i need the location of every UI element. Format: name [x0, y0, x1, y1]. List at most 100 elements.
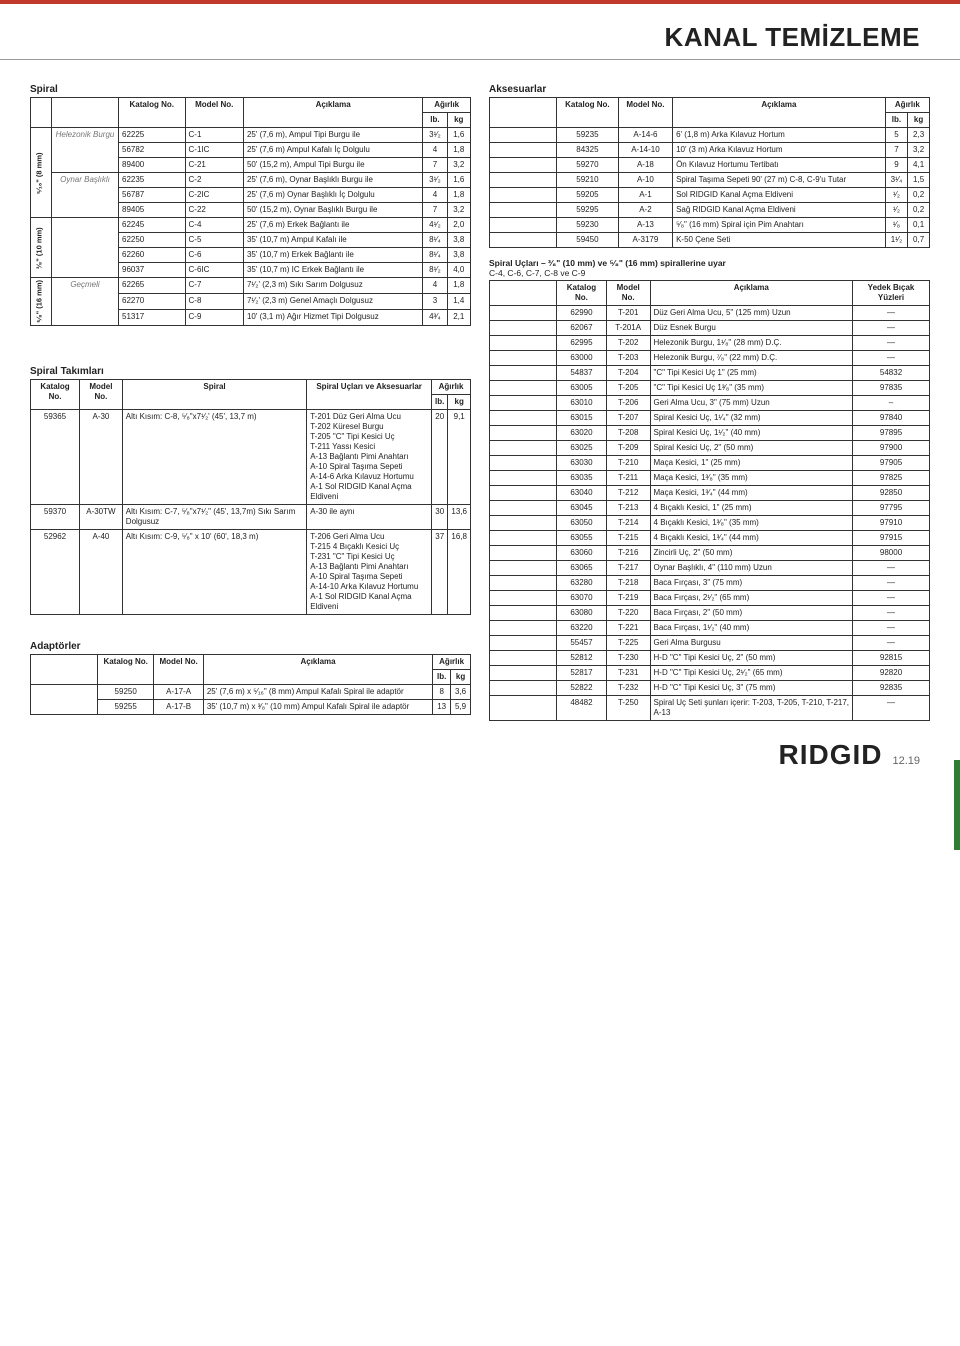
ak-kg: kg — [908, 113, 930, 128]
cell: T-213 — [606, 501, 650, 516]
cell: T-212 — [606, 486, 650, 501]
table-row: 48482T-250Spiral Uç Seti şunları içerir:… — [490, 696, 930, 721]
cell: 6' (1,8 m) Arka Kılavuz Hortum — [673, 128, 886, 143]
cell: 63065 — [557, 561, 607, 576]
cell: 48482 — [557, 696, 607, 721]
cell: A-30TW — [80, 504, 123, 529]
cell: 63055 — [557, 531, 607, 546]
cell: 25' (7,6 m) Oynar Başlıklı İç Dolgulu — [243, 188, 422, 203]
cell: Oynar Başlıklı, 4" (110 mm) Uzun — [650, 561, 853, 576]
cell: 63045 — [557, 501, 607, 516]
table-row: ⁵⁄₁₆" (8 mm)Helezonik Burgu62225C-125' (… — [31, 128, 471, 143]
cell: 96037 — [119, 263, 186, 278]
cell: 97895 — [853, 426, 930, 441]
cell: T-217 — [606, 561, 650, 576]
cell: A-18 — [618, 158, 672, 173]
table-row: 63055T-2154 Bıçaklı Kesici, 1³⁄₄" (44 mm… — [490, 531, 930, 546]
table-row: 63040T-212Maça Kesici, 1³⁄₄" (44 mm)9285… — [490, 486, 930, 501]
cell: C-22 — [185, 203, 243, 218]
cell: ⁵⁄₈" (16 mm) Spiral için Pim Anahtarı — [673, 218, 886, 233]
cell: 62245 — [119, 218, 186, 233]
cell: 2,0 — [447, 218, 470, 233]
cell: 25' (7,6 m) x ⁵⁄₁₆" (8 mm) Ampul Kafalı … — [203, 684, 432, 699]
cell: 3,2 — [447, 203, 470, 218]
table-row: ³⁄₈" (10 mm)62245C-425' (7,6 m) Erkek Ba… — [31, 218, 471, 233]
cell: Spiral Kesici Uç, 2" (50 mm) — [650, 441, 853, 456]
cell: 1,6 — [447, 173, 470, 188]
cell: 20 — [432, 409, 448, 504]
product-image — [490, 441, 557, 456]
cell: A-30 ile aynı — [307, 504, 432, 529]
tk-lb: lb. — [432, 394, 448, 409]
table-row: 54837T-204"C" Tipi Kesici Uç 1" (25 mm)5… — [490, 366, 930, 381]
cell: Altı Kısım: C-9, ⁵⁄₈" x 10' (60', 18,3 m… — [122, 529, 306, 614]
cell: 97900 — [853, 441, 930, 456]
aksesuarlar-title: Aksesuarlar — [489, 84, 930, 95]
product-image — [31, 684, 98, 714]
product-image — [490, 636, 557, 651]
product-image — [490, 486, 557, 501]
cell: A-40 — [80, 529, 123, 614]
tk-agirlik: Ağırlık — [432, 379, 471, 394]
cell: 0,1 — [908, 218, 930, 233]
cell: T-214 — [606, 516, 650, 531]
product-image — [490, 203, 557, 218]
th-kg: kg — [447, 113, 470, 128]
cell: T-215 — [606, 531, 650, 546]
cell: 92815 — [853, 651, 930, 666]
cell: 97905 — [853, 456, 930, 471]
uc-aciklama: Açıklama — [650, 281, 853, 306]
cell: 50' (15,2 m), Ampul Tipi Burgu ile — [243, 158, 422, 173]
product-image — [490, 531, 557, 546]
left-column: Spiral Katalog No. Model No. Açıklama Ağ… — [30, 78, 471, 721]
cell: 16,8 — [448, 529, 471, 614]
cell: 10' (3,1 m) Ağır Hizmet Tipi Dolgusuz — [243, 309, 422, 325]
cell: Maça Kesici, 1³⁄₈" (35 mm) — [650, 471, 853, 486]
cell: 7¹⁄₂' (2,3 m) Sıkı Sarım Dolgusuz — [243, 278, 422, 294]
cell: 4 Bıçaklı Kesici, 1³⁄₄" (44 mm) — [650, 531, 853, 546]
cell: C-6IC — [185, 263, 243, 278]
cell: 7 — [885, 143, 907, 158]
tk-katalog: Katalog No. — [31, 379, 80, 409]
table-row: 63220T-221Baca Fırçası, 1¹⁄₂" (40 mm)— — [490, 621, 930, 636]
table-row: 63025T-209Spiral Kesici Uç, 2" (50 mm)97… — [490, 441, 930, 456]
cell: Geri Alma Burgusu — [650, 636, 853, 651]
cell: C-1 — [185, 128, 243, 143]
table-row: 59365A-30Altı Kısım: C-8, ⁵⁄₈"x7¹⁄₂' (45… — [31, 409, 471, 504]
product-image — [490, 501, 557, 516]
cell: T-211 — [606, 471, 650, 486]
cell: 3,8 — [447, 248, 470, 263]
table-row: 63070T-219Baca Fırçası, 2¹⁄₂" (65 mm)— — [490, 591, 930, 606]
cell: T-206 — [606, 396, 650, 411]
product-image — [490, 366, 557, 381]
cell: 52812 — [557, 651, 607, 666]
cell: 89405 — [119, 203, 186, 218]
cell: C-8 — [185, 293, 243, 309]
cell: 35' (10,7 m) IC Erkek Bağlantı ile — [243, 263, 422, 278]
cell: 13,6 — [448, 504, 471, 529]
cell: 97915 — [853, 531, 930, 546]
cell: A-13 — [618, 218, 672, 233]
cell: 59255 — [98, 699, 154, 714]
table-row: 59450A-3179K-50 Çene Seti1¹⁄₂0,7 — [490, 233, 930, 248]
cell: 4 — [423, 143, 447, 158]
product-image — [490, 666, 557, 681]
uc-katalog: Katalog No. — [557, 281, 607, 306]
cell: 63030 — [557, 456, 607, 471]
cell: Ön Kılavuz Hortumu Tertibatı — [673, 158, 886, 173]
table-row: 59270A-18Ön Kılavuz Hortumu Tertibatı94,… — [490, 158, 930, 173]
cell: 59210 — [557, 173, 619, 188]
product-image — [490, 218, 557, 233]
uclari-sub: C-4, C-6, C-7, C-8 ve C-9 — [489, 268, 585, 278]
cell: 63010 — [557, 396, 607, 411]
cell: 92835 — [853, 681, 930, 696]
cell: A-10 — [618, 173, 672, 188]
th-aciklama: Açıklama — [243, 98, 422, 128]
table-row: 59250A-17-A25' (7,6 m) x ⁵⁄₁₆" (8 mm) Am… — [31, 684, 471, 699]
cell: Geri Alma Ucu, 3" (75 mm) Uzun — [650, 396, 853, 411]
cell: A-14-10 — [618, 143, 672, 158]
table-row: 63010T-206Geri Alma Ucu, 3" (75 mm) Uzun… — [490, 396, 930, 411]
cell: 35' (10,7 m) Erkek Bağlantı ile — [243, 248, 422, 263]
table-row: 52812T-230H-D "C" Tipi Kesici Uç, 2" (50… — [490, 651, 930, 666]
product-image — [490, 426, 557, 441]
